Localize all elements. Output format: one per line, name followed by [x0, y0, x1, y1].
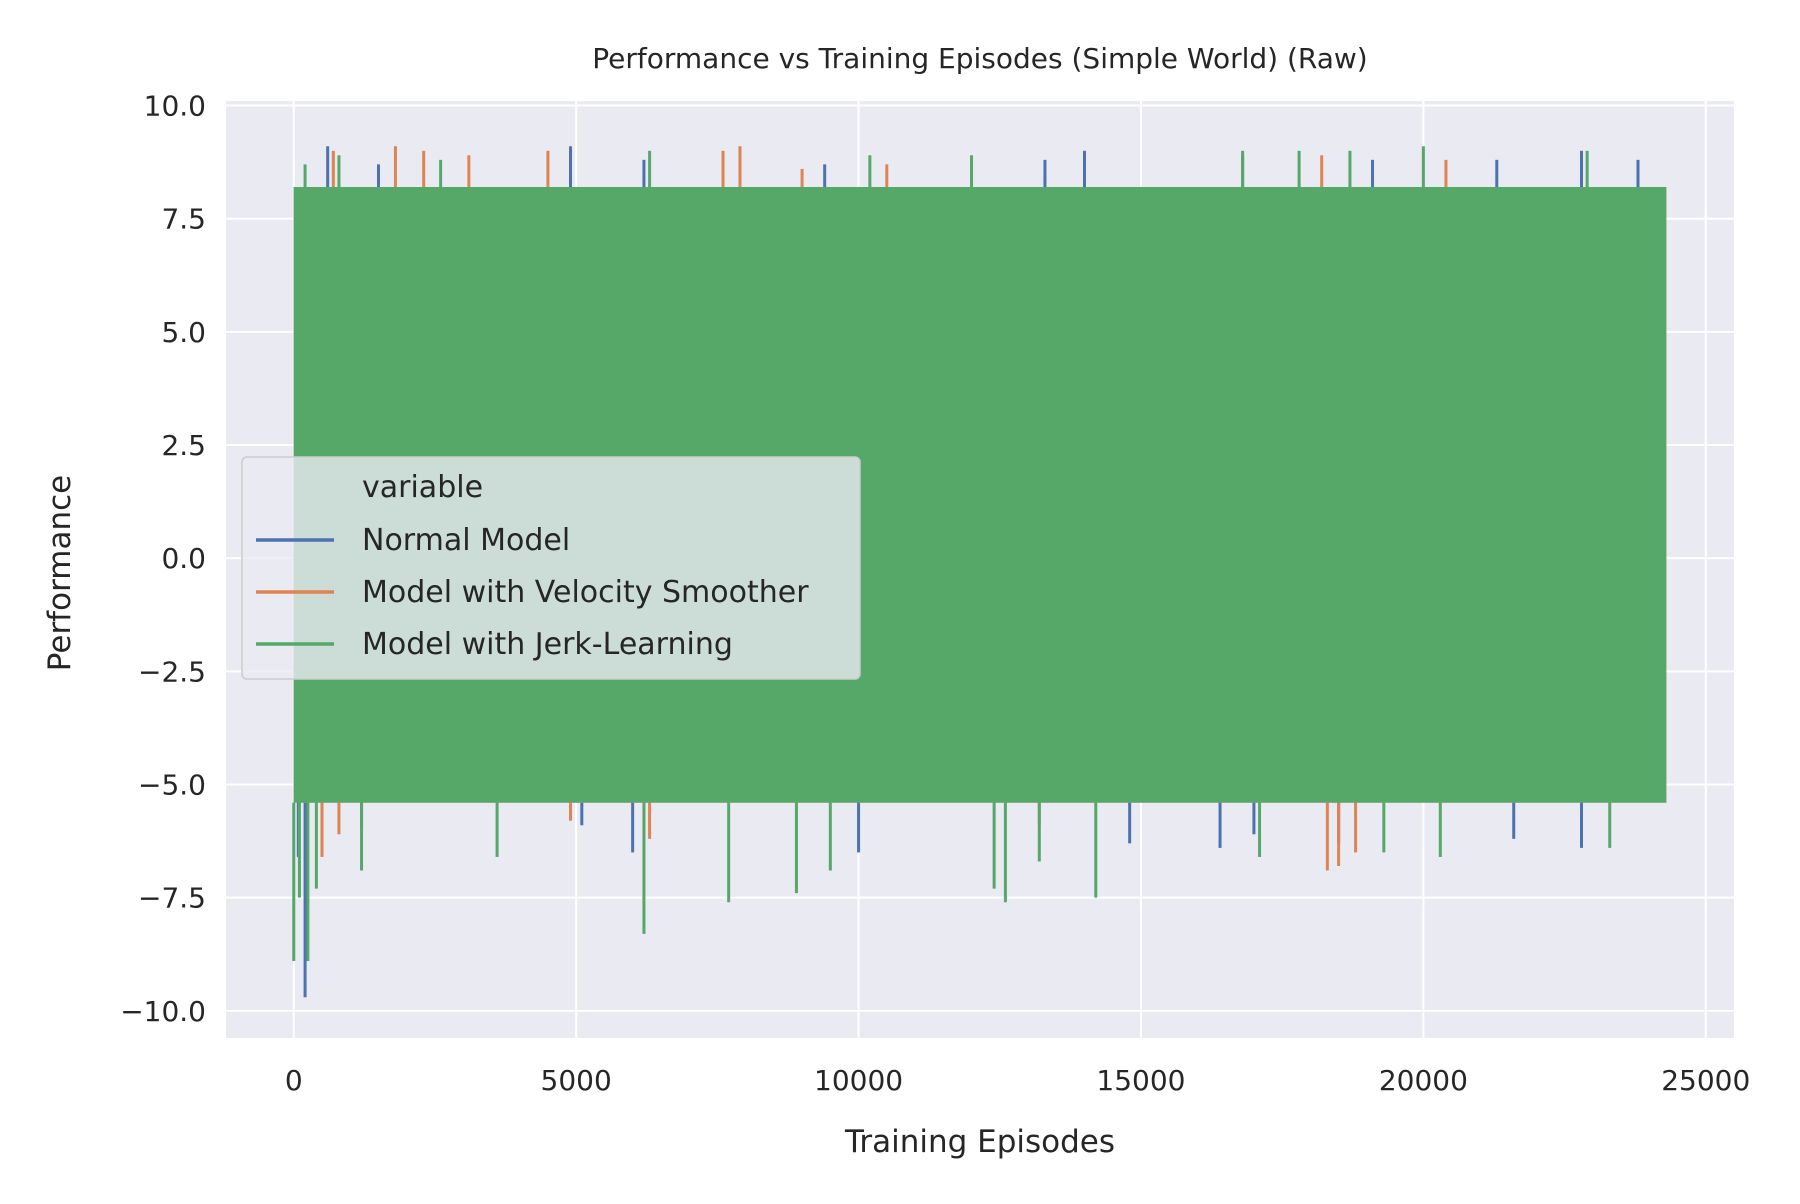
- legend-label-velocity-smoother: Model with Velocity Smoother: [362, 575, 809, 610]
- y-tick-label: −10.0: [120, 995, 206, 1028]
- y-tick-label: 10.0: [144, 90, 206, 123]
- legend-title: variable: [362, 470, 483, 505]
- y-tick-label: −5.0: [138, 769, 206, 802]
- legend: variable Normal Model Model with Velocit…: [241, 456, 861, 680]
- y-tick-label: 7.5: [161, 203, 206, 236]
- x-tick-label: 25000: [1661, 1064, 1750, 1097]
- x-axis-label: Training Episodes: [844, 1124, 1115, 1160]
- x-tick-label: 0: [285, 1064, 303, 1097]
- x-tick-label: 10000: [814, 1064, 903, 1097]
- y-tick-labels: 10.0 7.5 5.0 2.5 0.0 −2.5 −5.0 −7.5 −10.0: [120, 90, 206, 1028]
- x-tick-label: 5000: [541, 1064, 612, 1097]
- y-tick-label: −2.5: [138, 655, 206, 688]
- x-tick-labels: 0 5000 10000 15000 20000 25000: [285, 1064, 1750, 1097]
- legend-label-normal-model: Normal Model: [362, 523, 570, 558]
- y-tick-label: 2.5: [161, 429, 206, 462]
- y-tick-label: 5.0: [161, 316, 206, 349]
- y-tick-label: −7.5: [138, 882, 206, 915]
- x-tick-label: 15000: [1096, 1064, 1185, 1097]
- legend-label-jerk-learning: Model with Jerk-Learning: [362, 627, 733, 662]
- x-tick-label: 20000: [1379, 1064, 1468, 1097]
- y-axis-label: Performance: [42, 475, 78, 671]
- y-tick-label: 0.0: [161, 542, 206, 575]
- chart-title: Performance vs Training Episodes (Simple…: [592, 42, 1367, 75]
- legend-box: [241, 456, 861, 680]
